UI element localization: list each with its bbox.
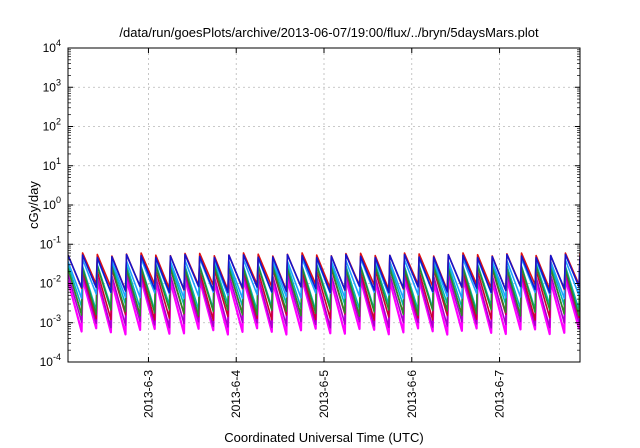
x-tick-label: 2013-6-3 (141, 370, 155, 418)
y-tick-label: 10-4 (40, 352, 61, 369)
x-axis-label: Coordinated Universal Time (UTC) (224, 430, 423, 445)
x-tick-label: 2013-6-7 (493, 370, 507, 418)
series-line (68, 264, 580, 317)
y-tick-label: 101 (43, 156, 61, 173)
x-tick-label: 2013-6-6 (405, 370, 419, 418)
series-line (68, 253, 580, 294)
y-tick-label: 10-1 (40, 234, 61, 251)
y-axis: 104 103 102 101 100 10-1 10-2 10-3 10-4 (40, 38, 580, 369)
series-layer (68, 252, 580, 336)
y-tick-label: 103 (43, 77, 61, 94)
y-tick-label: 104 (43, 38, 61, 55)
y-axis-label: cGy/day (26, 181, 41, 229)
x-tick-label: 2013-6-5 (317, 370, 331, 418)
series-line (68, 273, 580, 329)
y-tick-label: 100 (43, 195, 61, 212)
x-tick-label: 2013-6-4 (229, 370, 243, 418)
y-tick-label: 10-3 (40, 313, 61, 330)
chart-title: /data/run/goesPlots/archive/2013-06-07/1… (119, 25, 539, 40)
y-tick-label: 102 (43, 117, 61, 134)
y-tick-label: 10-2 (40, 274, 61, 291)
series-line (68, 277, 580, 336)
x-axis: 2013-6-3 2013-6-4 2013-6-5 2013-6-6 2013-6-7 (141, 48, 507, 418)
